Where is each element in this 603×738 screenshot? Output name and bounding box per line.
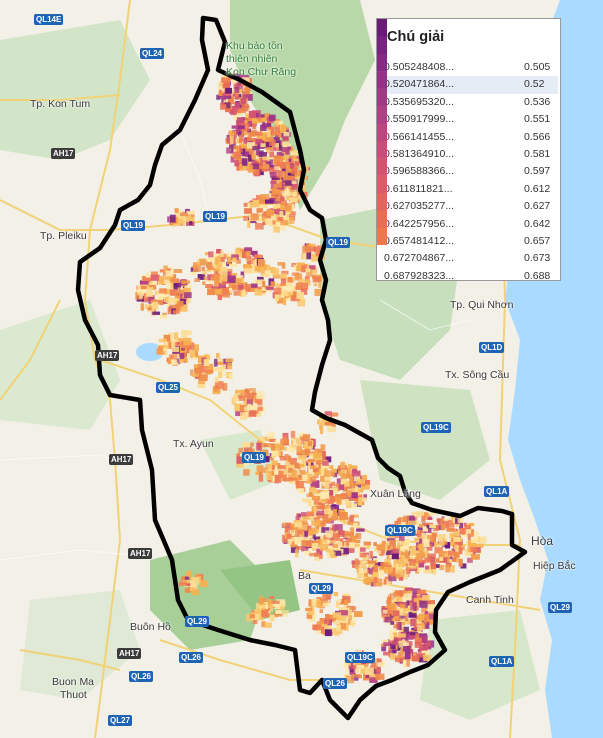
road-shield-ql14e: QL14E: [34, 14, 64, 25]
legend-entry-value: 0.551: [524, 113, 551, 126]
place-label-kon-tum: Tp. Kon Tum: [30, 98, 91, 110]
park-label-3: Kon Chư Răng: [226, 66, 297, 78]
legend-swatch: [377, 158, 387, 176]
park-label-2: thiên nhiên: [226, 53, 278, 65]
legend-entry-label: 0.672704867...: [384, 252, 455, 265]
legend-entry[interactable]: 0.657481412... 0.657: [384, 233, 558, 250]
legend-entry-value: 0.566: [524, 130, 551, 143]
legend-entry-label: 0.596588366...: [384, 165, 455, 178]
road-shield-ah17-2: AH17: [95, 350, 120, 361]
place-label-pleiku: Tp. Pleiku: [40, 230, 87, 242]
road-shield-ah17-4: AH17: [128, 548, 153, 559]
legend-entry-label: 0.581364910...: [384, 147, 455, 160]
legend-swatch: [377, 106, 387, 124]
legend-entry-label: 0.505248408...: [384, 61, 455, 73]
legend-entry[interactable]: 0.566141455... 0.566: [384, 129, 558, 146]
legend-entry[interactable]: 0.627035277... 0.627: [384, 198, 558, 215]
place-label-song-cau: Tx. Sông Cầu: [445, 369, 510, 381]
road-shield-ql26-3: QL26: [323, 678, 348, 689]
road-shield-ql27: QL27: [108, 715, 133, 726]
road-shield-ql1a-2: QL1A: [489, 656, 515, 667]
road-shield-ql1a-1: QL1A: [484, 486, 510, 497]
road-shield-ql1c: QL19C: [421, 422, 451, 433]
place-label-qui-nhon: Tp. Qui Nhơn: [450, 299, 514, 311]
road-shield-ah17-3: AH17: [109, 454, 134, 465]
legend-entry-value: 0.657: [524, 234, 551, 247]
park-label-1: Khu bảo tồn: [226, 40, 283, 52]
road-shield-ql1d: QL1D: [479, 342, 505, 353]
road-shield-ah17-5: AH17: [117, 648, 142, 659]
legend-entry-label: 0.535695320...: [384, 95, 455, 108]
legend-entry-value: 0.505: [524, 61, 551, 73]
road-shield-ql19-1: QL19: [121, 220, 146, 231]
place-label-ayun: Tx. Ayun: [173, 438, 214, 450]
legend-entry-value: 0.581: [524, 147, 551, 160]
road-shield-ql29-3: QL29: [185, 616, 210, 627]
place-label-xuan-lang: Xuân Lãng: [370, 488, 421, 500]
road-shield-ql29-1: QL29: [309, 583, 334, 594]
legend-entry-value: 0.642: [524, 217, 551, 230]
legend-title: Chú giải: [387, 29, 445, 45]
road-shield-ql24: QL24: [140, 48, 165, 59]
legend-entry[interactable]: 0.687928323... 0.688: [384, 268, 558, 285]
road-shield-ql26-2: QL26: [129, 671, 154, 682]
place-label-hiep-bac: Hiệp Bắc: [533, 560, 576, 572]
legend-entry-label: 0.657481412...: [384, 234, 455, 247]
place-label-hoa: Hòa: [531, 534, 554, 548]
place-label-buon-ma-thuot-2: Thuot: [60, 689, 87, 701]
legend-entry-label: 0.627035277...: [384, 200, 455, 213]
legend-swatch: [377, 88, 387, 107]
road-shield-ql19-2: QL19: [203, 211, 228, 222]
place-label-ba: Ba: [298, 570, 311, 582]
legend-swatch: [377, 175, 387, 194]
legend-entry-value: 0.612: [524, 182, 551, 195]
legend-entry[interactable]: 0.520471864... 0.52: [384, 76, 558, 94]
road-shield-ql25: QL25: [156, 382, 181, 393]
road-shield-ql29-2: QL29: [548, 602, 573, 613]
legend-swatch: [377, 123, 387, 141]
legend-entry[interactable]: 0.581364910... 0.581: [384, 146, 558, 163]
legend-swatch: [377, 71, 387, 89]
legend-swatch: [377, 210, 387, 228]
road-shield-ah17-1: AH17: [51, 148, 76, 159]
road-shield-ql-mid: QL19: [242, 452, 267, 463]
legend-swatch: [377, 193, 387, 211]
legend-entry-label: 0.611811821...: [384, 182, 453, 195]
legend-entry[interactable]: 0.505248408... 0.505: [384, 59, 558, 76]
legend-entry-label: 0.550917999...: [384, 113, 455, 126]
legend-rows: 0.505248408... 0.505 0.520471864... 0.52 0.5…: [384, 59, 558, 285]
place-label-buon-ma-thuot-1: Buon Ma: [52, 676, 95, 688]
legend-entry[interactable]: 0.672704867... 0.673: [384, 250, 558, 267]
road-shield-ql19c-2: QL19C: [345, 652, 375, 663]
road-shield-ql26-1: QL26: [179, 652, 204, 663]
place-label-buon-ho: Buôn Hồ: [130, 621, 171, 633]
legend-swatch: [377, 140, 387, 159]
legend-entry[interactable]: 0.535695320... 0.536: [384, 94, 558, 111]
legend-entry-value: 0.597: [524, 165, 551, 178]
map-legend[interactable]: Chú giải 0.505248408... 0.505 0.520471864.…: [376, 18, 561, 282]
legend-swatch: [377, 227, 387, 245]
legend-entry-label: 0.566141455...: [384, 130, 455, 143]
legend-entry[interactable]: 0.642257956... 0.642: [384, 216, 558, 233]
legend-entry-value: 0.627: [524, 200, 551, 213]
legend-entry-label: 0.687928323...: [384, 269, 455, 282]
road-shield-ql19c: QL19C: [385, 525, 415, 536]
legend-entry-value: 0.673: [524, 252, 551, 265]
legend-entry-value: 0.688: [524, 269, 551, 282]
legend-entry-value: 0.536: [524, 95, 551, 108]
legend-entry-label: 0.520471864...: [384, 78, 455, 91]
legend-swatch: [377, 53, 387, 72]
legend-color-ramp: [377, 19, 387, 245]
legend-swatch: [377, 36, 387, 54]
legend-entry-value: 0.52: [524, 78, 545, 91]
road-shield-ql19-3: QL19: [326, 237, 351, 248]
legend-entry[interactable]: 0.596588366... 0.597: [384, 163, 558, 180]
legend-entry[interactable]: 0.611811821... 0.612: [384, 181, 558, 198]
legend-entry-label: 0.642257956...: [384, 217, 455, 230]
legend-entry[interactable]: 0.550917999... 0.551: [384, 111, 558, 128]
legend-swatch: [377, 19, 387, 37]
place-label-canh-tinh: Canh Tinh: [466, 594, 514, 606]
